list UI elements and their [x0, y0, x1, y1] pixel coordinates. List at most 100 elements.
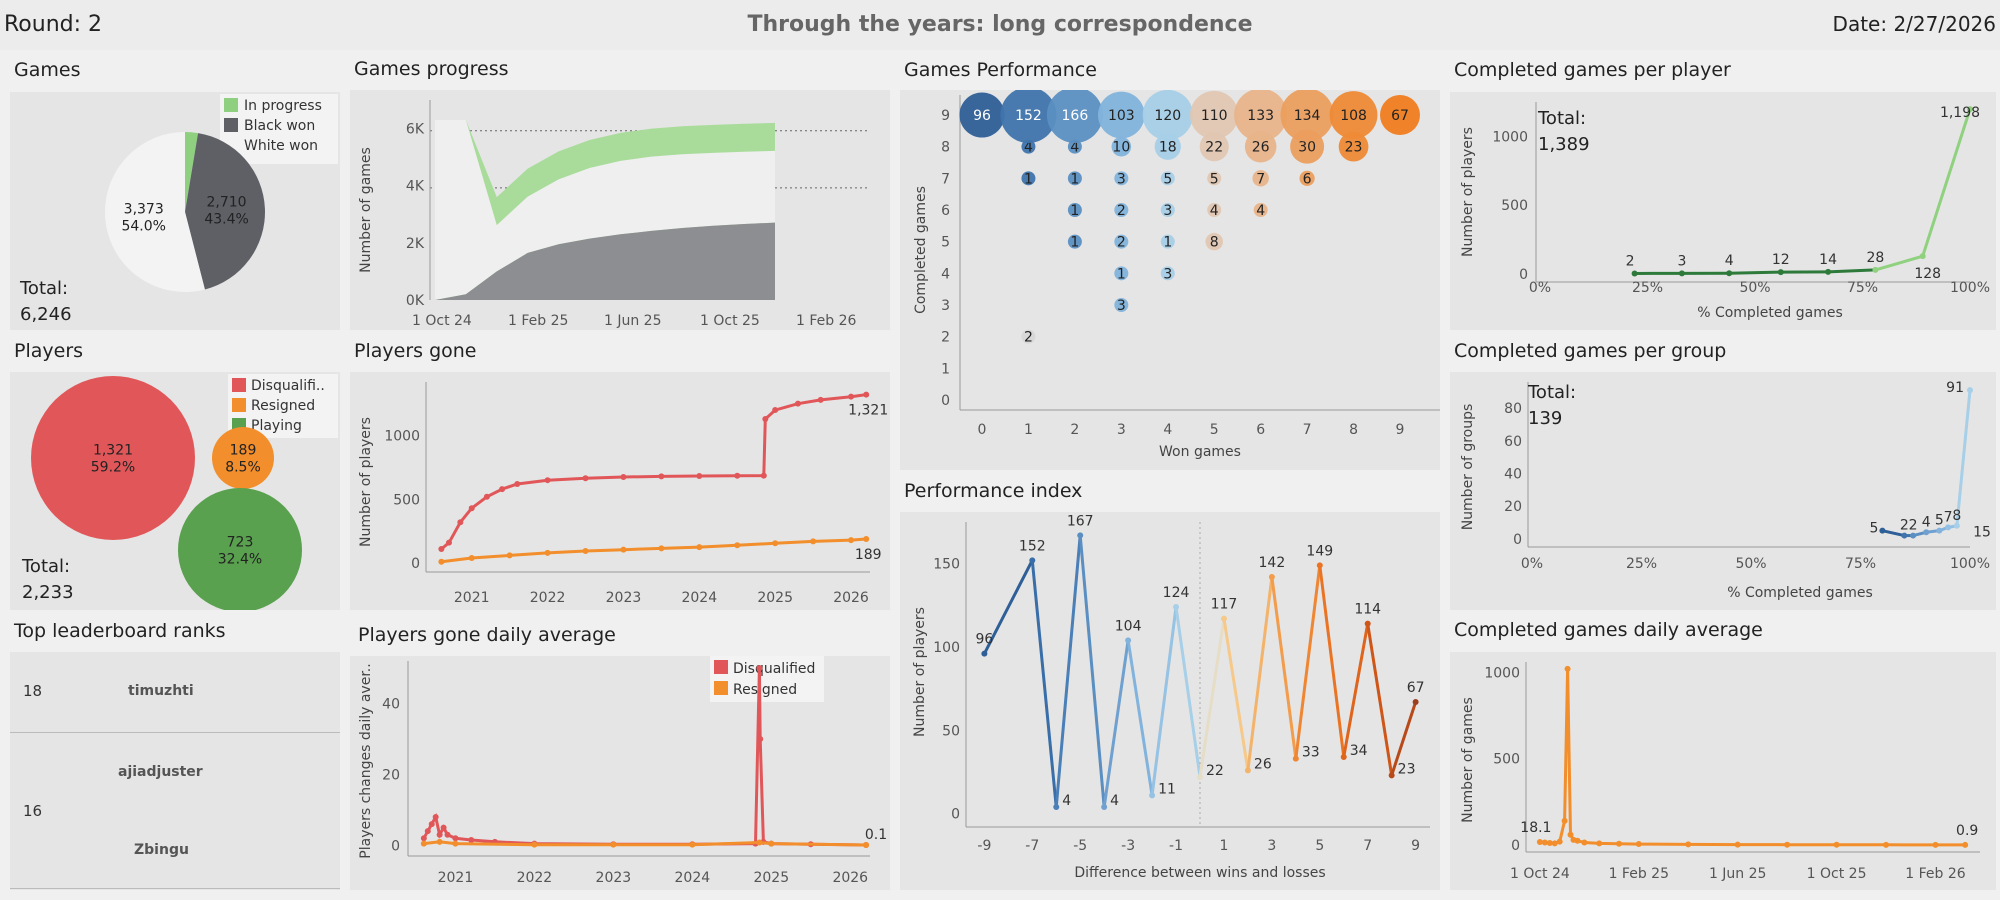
data-point [1936, 527, 1943, 534]
x-axis-title: % Completed games [1697, 305, 1843, 321]
data-point [1825, 268, 1832, 275]
performance-bubble [1280, 90, 1334, 142]
games-progress-chart: 0K 2K 4K 6K 1 Oct 24 1 Feb 25 1 Jun 25 1 Oct 25… [358, 100, 870, 329]
leaderboard-rank: 16 [23, 802, 43, 820]
data-point [1101, 804, 1108, 810]
y-tick-label: 60 [1504, 434, 1522, 450]
y-tick-label: 0 [1513, 532, 1522, 548]
bubble-label: 4 [1070, 140, 1079, 156]
y-tick-label: 6 [941, 203, 950, 219]
bubble-label: 103 [1108, 108, 1135, 124]
data-point [772, 540, 779, 547]
games-performance-title: Games Performance [904, 59, 1097, 81]
x-tick-label: 50% [1735, 556, 1766, 572]
performance-bubble [1067, 139, 1082, 154]
leaderboard-player[interactable]: Zbingu [134, 842, 189, 858]
data-point [582, 547, 589, 554]
data-point [452, 835, 459, 842]
data-point [420, 840, 427, 847]
performance-bubble [1380, 95, 1420, 135]
x-tick-label: 9 [1396, 422, 1405, 438]
black-won-area [435, 222, 775, 300]
data-point [734, 542, 741, 549]
x-tick-label: 3 [1267, 838, 1276, 854]
player-bubble [178, 488, 302, 610]
x-tick-label: 2 [1070, 422, 1079, 438]
data-label: 104 [1115, 618, 1142, 634]
performance-bubble [1114, 298, 1129, 312]
data-point [1923, 529, 1930, 536]
data-point [1268, 574, 1275, 580]
legend-swatch-disqualified [232, 378, 246, 392]
line-segment [1102, 640, 1130, 808]
data-point [514, 481, 521, 488]
performance-bubble [1067, 203, 1082, 217]
x-tick-label: 3 [1117, 422, 1126, 438]
data-point [457, 519, 464, 526]
x-axis-title: % Completed games [1727, 585, 1873, 601]
players-total-label: Total: [22, 556, 71, 577]
leaderboard-player[interactable]: timuzhti [128, 683, 194, 699]
line-segment [1198, 618, 1226, 778]
bubble-label: 22 [1205, 140, 1223, 156]
y-tick-label: 0K [406, 293, 425, 309]
data-label: 91 [1946, 380, 1964, 396]
line-segment [1955, 390, 1972, 526]
data-point [810, 538, 817, 545]
x-tick-label: 0 [978, 422, 987, 438]
performance-bubble [1046, 90, 1103, 143]
x-tick-label: 1 Jun 25 [1709, 866, 1767, 882]
data-label: 4 [1922, 514, 1931, 530]
data-point [696, 544, 703, 551]
bubble-label: 2 [1117, 235, 1126, 251]
bubble-label: 10 [1112, 140, 1130, 156]
legend-disqualified: Disqualifi.. [251, 378, 325, 394]
x-tick-label: 100% [1950, 280, 1990, 296]
x-tick-label: 2021 [454, 590, 490, 606]
performance-bubble [1114, 266, 1129, 281]
data-point [582, 475, 589, 482]
bubble-label: 8 [1210, 235, 1219, 251]
data-point [1962, 841, 1969, 848]
data-point [1551, 840, 1558, 847]
performance-bubble [1154, 133, 1181, 160]
leaderboard-player[interactable]: ajiadjuster [118, 764, 203, 780]
y-tick-label: 0 [941, 393, 950, 409]
per-player-total: Total: 1,389 [1538, 106, 1590, 158]
data-point [1734, 841, 1741, 848]
round-label: Round: 2 [4, 12, 103, 37]
y-tick-label: 2K [406, 236, 425, 252]
x-tick-label: 1 Oct 25 [700, 313, 760, 329]
pie-slice-label: 2,710 [207, 195, 247, 211]
line-segment [1294, 565, 1322, 759]
data-point [432, 814, 439, 820]
completed-per-player-chart: 0 500 1000 0% 25% 50% 75% 100% 2 3 4 12 14 28 128 1,198… [1460, 102, 1990, 321]
data-label: 96 [975, 632, 993, 648]
bubble-label: 18 [1159, 140, 1177, 156]
pie-slice-label: 3,373 [124, 202, 164, 218]
x-axis-title: Won games [1159, 444, 1241, 460]
data-point [756, 665, 763, 672]
data-point [436, 838, 443, 845]
data-label: 5 [1869, 521, 1878, 537]
data-point [1953, 522, 1960, 529]
bubble-label: 2 [1024, 330, 1033, 346]
performance-bubble [1114, 203, 1129, 217]
y-tick-label: 80 [1504, 401, 1522, 417]
y-tick-label: 500 [1501, 198, 1528, 214]
data-point [1635, 841, 1642, 848]
x-tick-label: 1 Oct 24 [1510, 866, 1570, 882]
line-segment [1342, 623, 1370, 758]
bubble-label: 110 [1201, 108, 1228, 124]
legend-resigned: Resigned [251, 398, 315, 414]
data-label: 167 [1067, 513, 1094, 529]
bubble-label: 3 [1117, 171, 1126, 187]
x-tick-label: 1 Feb 26 [796, 313, 857, 329]
y-axis-title: Number of players [358, 417, 374, 547]
line-segment [1030, 560, 1058, 808]
bubble-label: 26 [1252, 140, 1270, 156]
games-total-value: 6,246 [20, 304, 72, 325]
data-point [1541, 839, 1548, 846]
x-tick-label: 75% [1845, 556, 1876, 572]
bubble-label: 189 [230, 442, 257, 458]
